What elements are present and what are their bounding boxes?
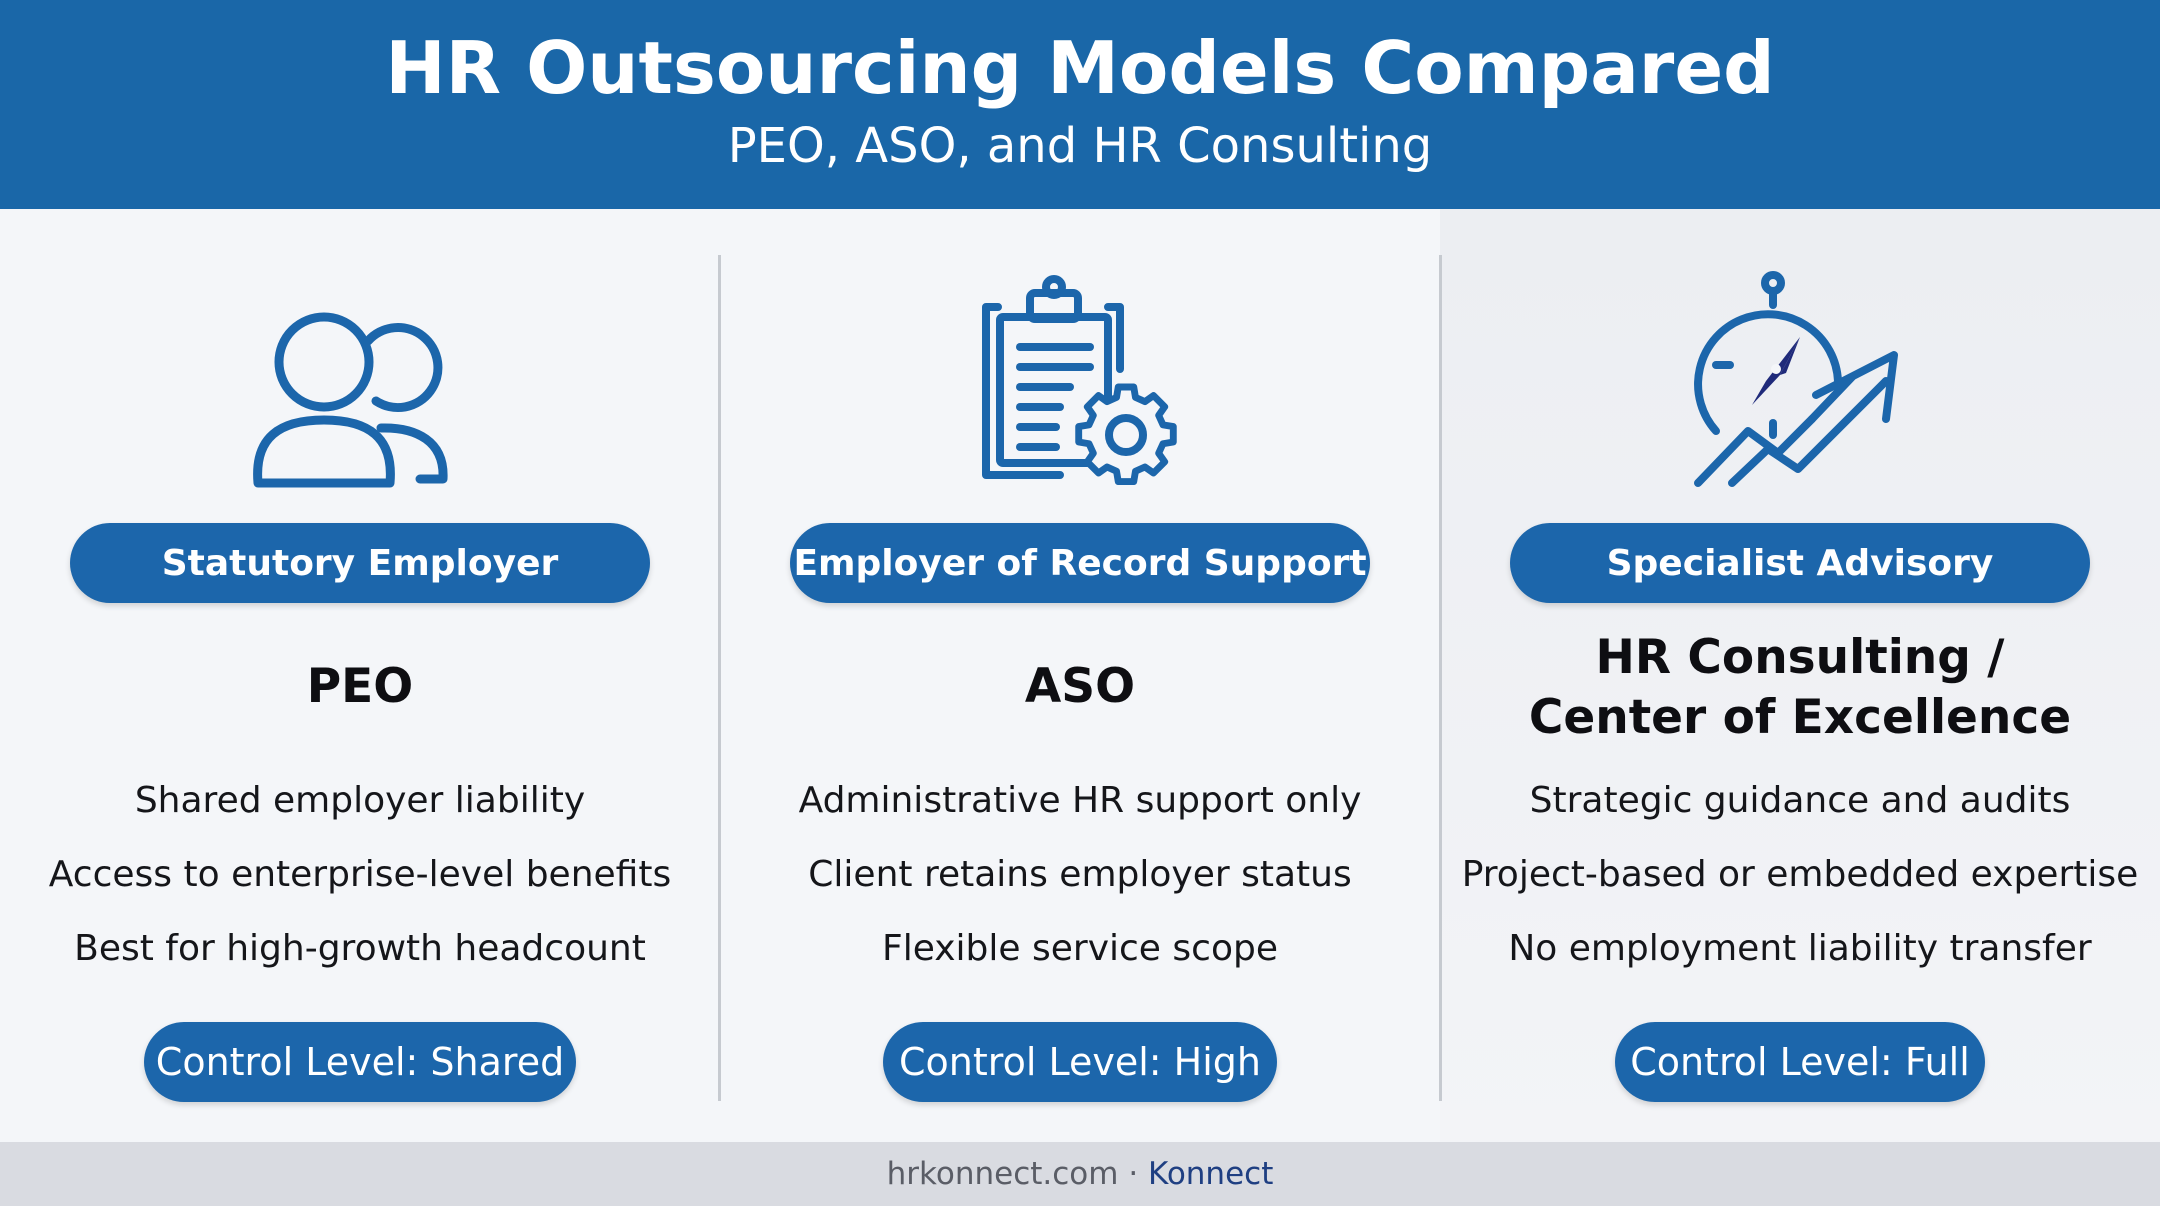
model-name-hr-consulting: HR Consulting /	[1595, 630, 2005, 685]
column-3-background	[1440, 209, 2160, 1142]
clipboard-gear-icon	[982, 275, 1177, 486]
page-subtitle: PEO, ASO, and HR Consulting	[727, 118, 1433, 174]
pill-statutory-employer: Statutory Employer	[70, 523, 650, 603]
bullet-item: Project-based or embedded expertise	[1461, 854, 2139, 895]
bullet-item: Client retains employer status	[808, 854, 1352, 895]
control-level-badge-high: Control Level: High	[883, 1022, 1277, 1102]
compass-growth-icon	[1694, 271, 1898, 487]
bullet-item: Best for high-growth headcount	[74, 928, 646, 969]
bullet-item: Flexible service scope	[882, 928, 1278, 969]
footer-site-link[interactable]: hrkonnect.com	[886, 1156, 1119, 1192]
column-peo: Statutory Employer PEO Shared employer l…	[0, 209, 720, 1142]
column-aso: Employer of Record Support ASO Administr…	[720, 209, 1440, 1142]
bullet-item: Shared employer liability	[134, 780, 586, 821]
header-banner: HR Outsourcing Models Compared PEO, ASO,…	[0, 0, 2160, 209]
model-name-peo: PEO	[306, 659, 414, 714]
bullet-item: Strategic guidance and audits	[1529, 780, 2071, 821]
comparison-panel: Statutory Employer PEO Shared employer l…	[0, 209, 2160, 1142]
footer-separator: ·	[1118, 1156, 1149, 1192]
control-level-badge-shared: Control Level: Shared	[144, 1022, 576, 1102]
pill-specialist-advisory: Specialist Advisory	[1510, 523, 2090, 603]
footer-brand: Konnect	[1148, 1156, 1274, 1192]
model-name-aso: ASO	[1024, 659, 1136, 714]
bullet-list-hr-consulting: Strategic guidance and audits Project-ba…	[1440, 764, 2160, 986]
page-title: HR Outsourcing Models Compared	[385, 26, 1775, 110]
model-name-center-of-excellence: Center of Excellence	[1528, 690, 2072, 745]
icon-container	[0, 269, 720, 499]
column-hr-consulting: Specialist Advisory HR Consulting / Cent…	[1440, 209, 2160, 1142]
bullet-item: Administrative HR support only	[798, 780, 1362, 821]
bullet-item: Access to enterprise-level benefits	[48, 854, 672, 895]
column-divider-2	[1439, 255, 1442, 1101]
icon-container	[1440, 269, 2160, 499]
control-level-badge-full: Control Level: Full	[1615, 1022, 1985, 1102]
users-icon	[253, 312, 448, 488]
bullet-list-aso: Administrative HR support only Client re…	[720, 764, 1440, 986]
column-divider-1	[718, 255, 721, 1101]
bullet-item: No employment liability transfer	[1508, 928, 2092, 969]
bullet-list-peo: Shared employer liability Access to ente…	[0, 764, 720, 986]
icon-container	[720, 269, 1440, 499]
footer-bar: hrkonnect.com · Konnect	[0, 1142, 2160, 1206]
pill-employer-of-record-support: Employer of Record Support	[790, 523, 1370, 603]
